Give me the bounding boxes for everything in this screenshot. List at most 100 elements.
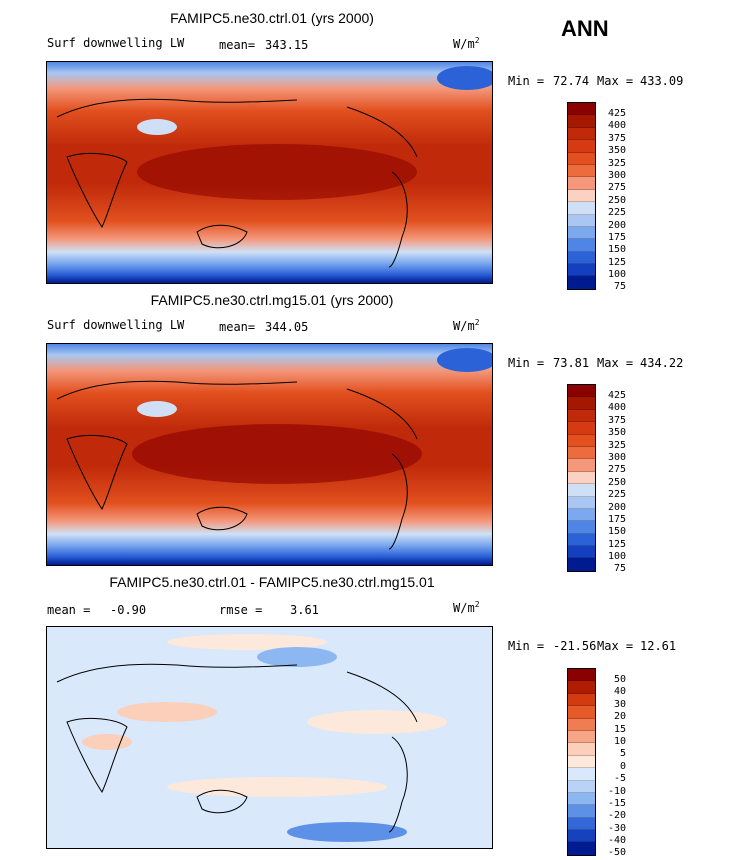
colorbar-swatch [568,251,595,265]
colorbar-swatch [568,446,595,460]
colorbar-swatch [568,239,595,252]
panel1-variable: Surf downwelling LW [47,36,185,50]
panel2-min-value: 73.81 [553,356,590,370]
colorbar-level-label: 175 [607,513,626,525]
colorbar-swatch [568,508,595,522]
colorbar-swatch [568,397,595,410]
colorbar-swatch [568,276,595,289]
panel3-title: FAMIPC5.ne30.ctrl.01 - FAMIPC5.ne30.ctrl… [109,574,435,590]
panel3-colorbar-labels: 50 40 30 20 15 10 5 0 -5 -10 -15 -20 -30 -40 -50 [596,674,626,860]
panel1-max-label: Max = [597,74,634,88]
colorbar-level-label: -50 [607,847,626,859]
colorbar-level-label: 425 [607,108,626,119]
panel3-mean-value: -0.90 [110,603,147,617]
colorbar-level-label: 275 [607,182,626,194]
colorbar-swatch [568,842,595,855]
panel2-colorbar-labels: 425 400 375 350 325 300 275 250 225 200 175 150 125 1… [596,390,626,576]
panel2-map [46,343,493,566]
colorbar-swatch [568,669,595,682]
panel3-max-label: Max = [597,639,634,653]
panel1-mean-value: 343.15 [265,38,309,52]
colorbar-swatch [568,792,595,806]
colorbar-swatch [568,730,595,744]
colorbar-swatch [568,533,595,547]
colorbar-swatch [568,718,595,731]
panel1-max-value: 433.09 [640,74,684,88]
colorbar-level-label: -40 [607,835,626,847]
colorbar-swatch [568,409,595,423]
colorbar-swatch [568,127,595,141]
colorbar-level-label: -15 [607,797,626,809]
panel1-title: FAMIPC5.ne30.ctrl.01 (yrs 2000) [170,10,374,26]
colorbar-swatch [568,484,595,497]
colorbar-level-label: 250 [607,194,626,206]
panel3-rmse-label: rmse = [219,603,263,617]
colorbar-level-label: 425 [607,390,626,401]
colorbar-swatch [568,202,595,215]
panel3-min-label: Min = [508,639,545,653]
panel1-map [46,61,493,284]
colorbar-level-label: 375 [607,414,626,426]
colorbar-level-label: 350 [607,427,626,439]
colorbar-level-label: 400 [607,402,626,414]
colorbar-swatch [568,115,595,128]
panel3-min-value: -21.56 [553,639,597,653]
colorbar-level-label: 150 [607,244,626,256]
colorbar-swatch [568,706,595,719]
colorbar-level-label: -5 [613,773,626,785]
panel2-mean-value: 344.05 [265,320,309,334]
colorbar-swatch [568,805,595,818]
colorbar-level-label: 75 [613,281,626,293]
panel2-mean-label: mean= [219,320,256,334]
colorbar-level-label: 200 [607,501,626,513]
panel1-colorbar [567,102,596,290]
colorbar-swatch [568,693,595,707]
colorbar-swatch [568,755,595,769]
colorbar-level-label: 40 [613,686,626,698]
panel1-colorbar-labels: 425 400 375 350 325 300 275 250 225 200 175 150 125 1… [596,108,626,294]
colorbar-level-label: 300 [607,169,626,181]
colorbar-level-label: 225 [607,207,626,219]
colorbar-level-label: 10 [613,735,626,747]
panel2-title: FAMIPC5.ne30.ctrl.mg15.01 (yrs 2000) [150,292,394,308]
colorbar-level-label: 30 [613,698,626,710]
colorbar-level-label: 100 [607,269,626,281]
colorbar-level-label: 200 [607,219,626,231]
colorbar-swatch [568,768,595,781]
colorbar-level-label: 350 [607,145,626,157]
colorbar-level-label: 125 [607,256,626,268]
colorbar-level-label: 15 [613,723,626,735]
panel3-mean-label: mean = [47,603,91,617]
colorbar-level-label: 125 [607,538,626,550]
colorbar-level-label: 375 [607,132,626,144]
colorbar-level-label: 250 [607,476,626,488]
colorbar-swatch [568,264,595,277]
colorbar-level-label: 325 [607,157,626,169]
colorbar-swatch [568,546,595,559]
colorbar-level-label: 225 [607,489,626,501]
colorbar-swatch [568,434,595,447]
colorbar-swatch [568,140,595,153]
colorbar-swatch [568,189,595,203]
colorbar-swatch [568,830,595,843]
season-label: ANN [561,16,609,41]
colorbar-swatch [568,496,595,509]
panel2-colorbar [567,384,596,572]
colorbar-level-label: 175 [607,231,626,243]
panel1-units: W/m2 [453,36,480,51]
colorbar-swatch [568,780,595,793]
colorbar-swatch [568,459,595,472]
panel1-mean-label: mean= [219,38,256,52]
panel2-variable: Surf downwelling LW [47,318,185,332]
panel3-rmse-value: 3.61 [290,603,319,617]
panel3-units: W/m2 [453,600,480,615]
colorbar-level-label: -30 [607,822,626,834]
panel2-max-label: Max = [597,356,634,370]
colorbar-swatch [568,164,595,178]
panel3-map [46,626,493,849]
colorbar-level-label: 75 [613,563,626,575]
colorbar-level-label: 50 [613,674,626,685]
colorbar-level-label: 275 [607,464,626,476]
panel1-min-value: 72.74 [553,74,590,88]
colorbar-swatch [568,817,595,831]
